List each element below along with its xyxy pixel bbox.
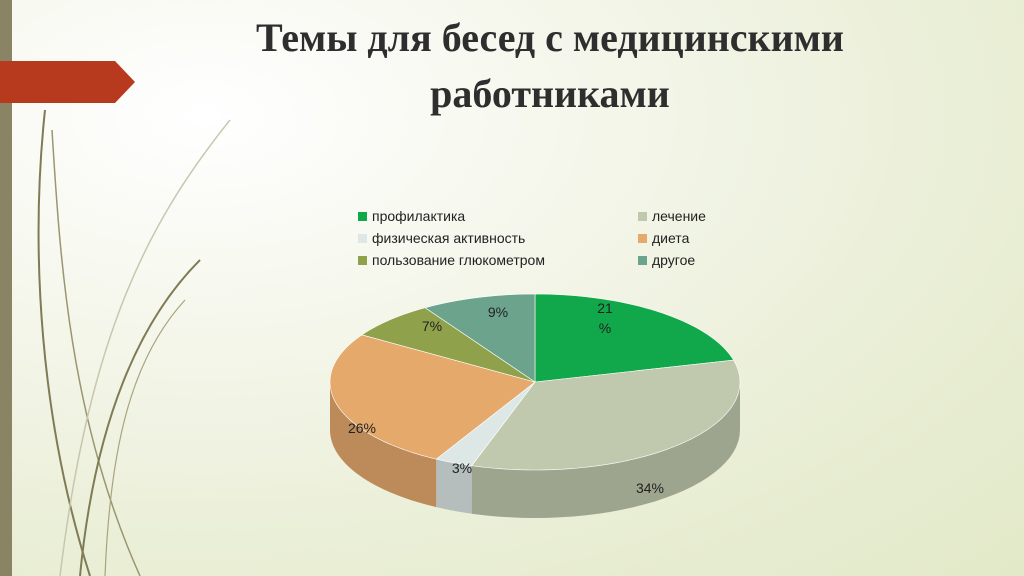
legend-swatch xyxy=(638,211,647,221)
legend-item-other: другое xyxy=(638,252,695,268)
legend-item-prophylaxis: профилактика xyxy=(358,208,465,224)
legend-item-physical-activity: физическая активность xyxy=(358,230,525,246)
page-title: Темы для бесед с медицинскими работникам… xyxy=(180,10,920,122)
pie-data-label: 21% xyxy=(597,300,613,336)
red-arrow-banner xyxy=(0,61,135,103)
pie-data-label: 34% xyxy=(636,480,664,496)
pie-slice-1 xyxy=(471,359,741,471)
legend-swatch xyxy=(358,233,367,243)
decorative-curves xyxy=(37,109,231,576)
legend-item-glucometer: пользование глюкометром xyxy=(358,252,545,268)
legend-item-treatment: лечение xyxy=(638,208,706,224)
chart-legend: профилактика лечение физическая активнос… xyxy=(358,208,738,278)
legend-label: профилактика xyxy=(372,208,466,224)
pie-data-label: 3% xyxy=(452,460,472,476)
pie-labels: 21 % 34% 3% 26% 7% 9% xyxy=(348,300,664,496)
legend-swatch xyxy=(358,211,367,221)
pie-slice-3 xyxy=(329,334,536,460)
pie-sides xyxy=(330,382,740,518)
pie-side-2 xyxy=(436,459,472,514)
title-line-2: работниками xyxy=(430,71,670,116)
legend-swatch xyxy=(638,233,647,243)
pie-side-1 xyxy=(471,382,740,518)
legend-label: физическая активность xyxy=(372,230,526,246)
left-accent-bar xyxy=(0,0,12,576)
pie-slice-4 xyxy=(361,307,536,383)
pie-slice-0 xyxy=(534,293,735,383)
pie-chart: 21 % 34% 3% 26% 7% 9% xyxy=(329,293,741,518)
pie-data-label: 26% xyxy=(348,420,376,436)
legend-swatch xyxy=(638,255,647,265)
pie-data-label: 9% xyxy=(488,304,508,320)
legend-label: диета xyxy=(652,230,690,246)
legend-swatch xyxy=(358,255,367,265)
pie-data-label: 7% xyxy=(422,318,442,334)
legend-label: пользование глюкометром xyxy=(372,252,545,268)
title-line-1: Темы для бесед с медицинскими xyxy=(256,15,844,60)
pie-slice-5 xyxy=(424,293,536,383)
pie-side-3 xyxy=(330,382,437,508)
legend-item-diet: диета xyxy=(638,230,689,246)
pie-slice-2 xyxy=(435,381,536,467)
legend-label: лечение xyxy=(652,208,706,224)
pie-tops xyxy=(329,293,741,471)
legend-label: другое xyxy=(652,252,696,268)
